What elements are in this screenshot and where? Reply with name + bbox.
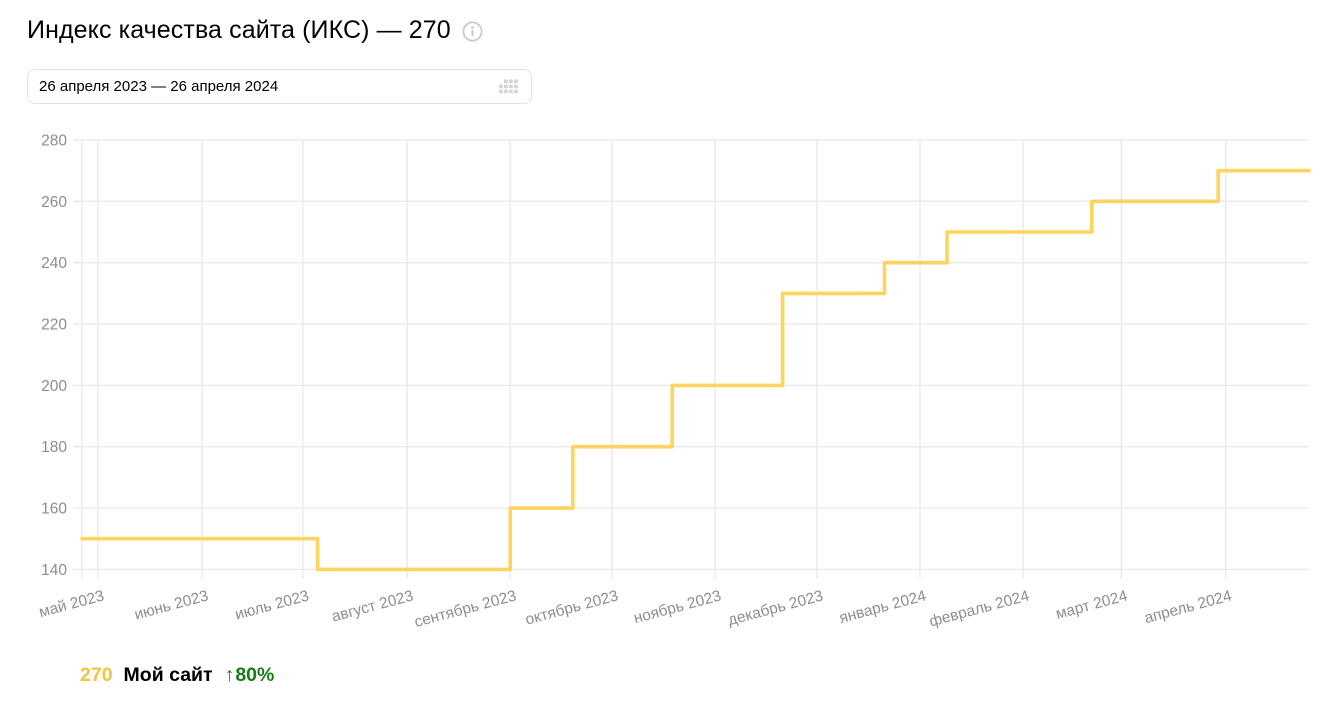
page-title: Индекс качества сайта (ИКС) — 270 — [27, 16, 451, 44]
x-axis-label: август 2023 — [330, 587, 415, 625]
x-axis-label: январь 2024 — [838, 587, 929, 627]
calendar-grid-icon — [499, 79, 518, 95]
chart-header: Индекс качества сайта (ИКС) — 270 — [27, 13, 483, 47]
y-axis-label: 160 — [41, 501, 67, 518]
legend-growth-badge: ↑80% — [225, 664, 275, 687]
y-axis-label: 280 — [41, 133, 67, 150]
y-axis-label: 220 — [41, 317, 67, 334]
y-axis-label: 260 — [41, 194, 67, 211]
x-axis-label: сентябрь 2023 — [413, 587, 519, 631]
iks-step-chart: 140 160 180 200 220 240 260 280 май 2023 июнь 202… — [37, 133, 1311, 631]
legend-growth-percent: 80% — [235, 663, 275, 686]
date-range-value: 26 апреля 2023 — 26 апреля 2024 — [39, 78, 279, 95]
x-axis-label: июль 2023 — [233, 587, 311, 623]
chart-legend[interactable]: 270 Мой сайт ↑80% — [80, 661, 274, 689]
series-line-moy-sayt[interactable] — [80, 168, 1311, 572]
x-axis-label: ноябрь 2023 — [632, 587, 723, 627]
x-axis-label: май 2023 — [37, 587, 106, 621]
x-axis-label: июнь 2023 — [133, 587, 211, 623]
x-axis-label: март 2024 — [1054, 587, 1130, 623]
y-axis-label: 240 — [41, 255, 67, 272]
info-icon[interactable] — [462, 20, 483, 42]
arrow-up-icon: ↑ — [224, 663, 235, 686]
y-axis-label: 140 — [41, 562, 67, 579]
info-icon-glyph — [462, 20, 483, 42]
x-axis-label: апрель 2024 — [1143, 587, 1234, 627]
legend-current-value: 270 — [80, 663, 113, 686]
legend-series-name: Мой сайт — [123, 663, 213, 686]
date-range-picker[interactable]: 26 апреля 2023 — 26 апреля 2024 — [27, 69, 532, 104]
x-axis-label: октябрь 2023 — [524, 587, 621, 628]
y-axis-label: 180 — [41, 439, 67, 456]
x-axis-label: февраль 2024 — [927, 587, 1031, 630]
y-axis-label: 200 — [41, 378, 67, 395]
x-axis-label: декабрь 2023 — [726, 587, 825, 629]
